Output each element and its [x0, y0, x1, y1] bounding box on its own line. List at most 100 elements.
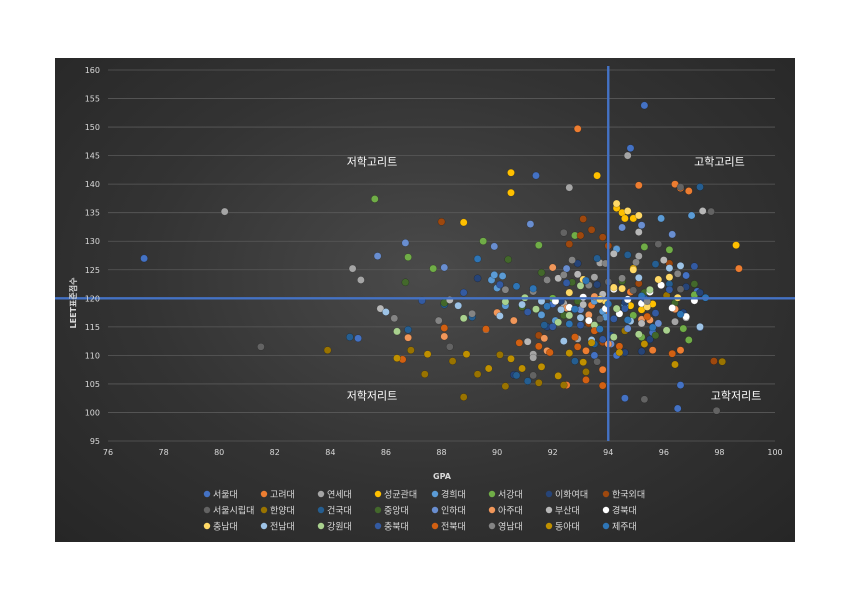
legend-label: 경희대 — [441, 489, 466, 501]
data-point — [596, 325, 604, 333]
data-point — [568, 256, 576, 264]
data-point — [523, 308, 532, 316]
data-point — [554, 372, 563, 380]
data-point — [404, 253, 412, 262]
data-point — [707, 207, 715, 216]
x-tick-label: 78 — [158, 448, 168, 457]
data-point — [434, 316, 443, 325]
data-point — [407, 346, 415, 355]
data-point — [634, 211, 643, 220]
data-point — [640, 243, 649, 251]
data-point — [393, 327, 401, 336]
quadrant-label-low-gpa-high-leet: 저학고리트 — [347, 155, 398, 168]
data-point — [684, 336, 693, 344]
data-point — [634, 252, 643, 260]
data-point — [518, 300, 526, 309]
data-point — [440, 332, 449, 341]
data-point — [576, 281, 585, 290]
data-point — [623, 251, 632, 259]
data-point — [571, 305, 579, 314]
y-tick-label: 145 — [85, 152, 100, 161]
data-point — [546, 348, 554, 357]
data-point — [532, 305, 540, 314]
data-point — [559, 271, 568, 279]
data-point — [735, 264, 743, 273]
legend-marker — [317, 522, 325, 530]
legend-marker — [545, 490, 553, 498]
data-point — [609, 283, 618, 292]
legend-label: 동아대 — [555, 522, 580, 533]
data-point — [718, 357, 727, 366]
x-tick-label: 90 — [492, 448, 502, 457]
data-point — [648, 323, 657, 332]
legend-marker — [602, 506, 610, 514]
legend-label: 부산대 — [555, 506, 580, 517]
data-point — [626, 144, 635, 153]
legend-marker — [374, 522, 382, 530]
data-point — [621, 214, 629, 223]
data-point — [665, 264, 674, 272]
legend-label: 전북대 — [441, 522, 466, 533]
data-point — [593, 254, 601, 263]
data-point — [621, 304, 629, 313]
data-point — [637, 319, 646, 328]
data-point — [682, 271, 690, 280]
data-point — [540, 321, 549, 329]
data-point — [404, 333, 412, 342]
data-point — [559, 228, 568, 237]
y-tick-label: 155 — [85, 95, 100, 104]
data-point — [668, 230, 677, 239]
quadrant-label-high-gpa-low-leet: 고학저리트 — [711, 389, 762, 402]
data-point — [696, 288, 704, 297]
quadrant-label-high-gpa-high-leet: 고학고리트 — [694, 155, 745, 168]
data-point — [573, 342, 582, 351]
data-point — [634, 181, 643, 190]
data-point — [440, 263, 449, 272]
data-point — [459, 393, 468, 401]
data-point — [323, 346, 332, 355]
legend-label: 서강대 — [498, 490, 523, 501]
data-point — [598, 233, 607, 242]
data-point — [504, 255, 513, 264]
data-point — [459, 218, 468, 227]
data-point — [634, 330, 643, 339]
data-point — [612, 304, 621, 313]
data-point — [582, 376, 590, 384]
data-point — [565, 240, 574, 248]
data-point — [676, 183, 685, 191]
x-tick-label: 94 — [603, 448, 613, 457]
data-point — [676, 261, 685, 270]
data-point — [637, 221, 646, 230]
y-tick-label: 160 — [85, 66, 100, 75]
data-point — [393, 354, 401, 363]
data-point — [440, 324, 449, 332]
data-point — [654, 319, 663, 328]
data-point — [526, 220, 535, 228]
data-point — [543, 302, 551, 311]
data-point — [632, 258, 640, 267]
scatter-chart: 76 78 80 82 84 86 88 90 92 94 96 98 100 95 100 105 110 1… — [55, 66, 795, 533]
data-point — [590, 273, 599, 282]
data-point — [554, 318, 563, 327]
data-point — [593, 280, 601, 289]
data-point — [654, 240, 663, 248]
data-point — [565, 311, 574, 320]
data-point — [509, 316, 518, 325]
legend-marker — [374, 506, 382, 514]
data-point — [501, 285, 510, 294]
data-point — [618, 284, 626, 293]
legend-label: 제주대 — [612, 522, 637, 533]
data-point — [557, 305, 565, 314]
data-point — [596, 315, 604, 323]
data-point — [459, 288, 468, 297]
data-point — [565, 320, 574, 328]
data-point — [640, 340, 649, 348]
data-point — [651, 331, 660, 340]
data-point — [373, 252, 382, 260]
data-point — [668, 349, 677, 358]
data-point — [537, 268, 546, 277]
data-point — [257, 342, 265, 351]
data-point — [640, 395, 649, 404]
data-point — [637, 347, 646, 356]
